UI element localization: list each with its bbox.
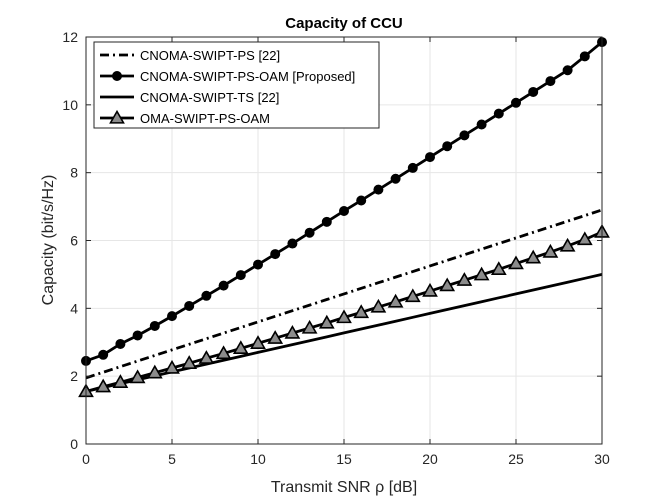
data-point: [356, 195, 367, 206]
data-point: [456, 272, 473, 286]
data-point: [301, 319, 318, 334]
data-point: [284, 324, 301, 339]
data-point: [425, 152, 435, 163]
data-point: [270, 249, 281, 260]
data-point: [336, 309, 352, 324]
data-point: [132, 330, 143, 341]
data-point: [201, 290, 212, 301]
data-point: [167, 311, 177, 322]
legend-label: CNOMA-SWIPT-TS [22]: [140, 90, 279, 105]
data-point: [164, 359, 180, 374]
legend-label: CNOMA-SWIPT-PS [22]: [140, 48, 280, 63]
data-point: [95, 378, 112, 393]
data-point: [353, 304, 370, 319]
data-point: [215, 345, 232, 360]
data-point: [542, 243, 559, 258]
data-point: [181, 355, 198, 369]
data-point: [232, 340, 249, 355]
data-point: [390, 173, 401, 184]
y-axis-label: Capacity (bit/s/Hz): [40, 175, 57, 306]
data-point: [198, 350, 215, 364]
data-point: [562, 65, 573, 76]
data-point: [129, 369, 146, 384]
y-tick-label: 2: [70, 368, 78, 384]
data-point: [442, 141, 453, 152]
data-point: [576, 231, 593, 246]
series-layer: [78, 37, 610, 398]
x-tick-label: 5: [168, 451, 176, 467]
data-point: [287, 238, 298, 249]
y-tick-label: 6: [70, 233, 78, 249]
legend-item: CNOMA-SWIPT-PS-OAM [Proposed]: [100, 69, 355, 84]
data-point: [422, 282, 438, 297]
data-point: [473, 266, 490, 281]
data-point: [545, 76, 556, 87]
y-tick-label: 8: [70, 165, 78, 181]
data-point: [250, 335, 266, 349]
data-point: [218, 280, 229, 291]
legend: CNOMA-SWIPT-PS [22] CNOMA-SWIPT-PS-OAM [P…: [93, 41, 380, 129]
data-point: [459, 130, 470, 141]
y-tick-label: 12: [62, 29, 78, 45]
legend-item: CNOMA-SWIPT-TS [22]: [100, 90, 279, 105]
data-point: [149, 320, 160, 331]
series-line: [85, 208, 603, 380]
data-point: [511, 97, 521, 108]
ticks: [85, 36, 603, 445]
y-tick-label: 0: [70, 436, 78, 452]
data-point: [439, 277, 456, 292]
data-point: [115, 338, 126, 349]
data-point: [253, 259, 263, 270]
data-point: [490, 261, 507, 276]
legend-item: CNOMA-SWIPT-PS [22]: [100, 48, 280, 63]
data-point: [235, 270, 246, 281]
x-tick-label: 25: [508, 451, 524, 467]
data-point: [559, 237, 576, 252]
data-point: [404, 288, 421, 303]
legend-label: CNOMA-SWIPT-PS-OAM [Proposed]: [140, 69, 355, 84]
series-cnoma-swipt-ps-oam-proposed: [81, 37, 607, 366]
data-point: [98, 349, 109, 360]
data-point: [508, 255, 524, 270]
y-tick-label: 4: [70, 300, 78, 316]
data-point: [407, 162, 418, 173]
data-point: [318, 314, 335, 329]
data-point: [112, 374, 129, 388]
data-point: [476, 119, 487, 130]
data-point: [528, 86, 539, 97]
legend-item: OMA-SWIPT-PS-OAM: [100, 109, 270, 126]
data-point: [493, 108, 504, 119]
data-point: [321, 216, 332, 227]
data-point: [370, 298, 387, 313]
data-point: [387, 293, 404, 308]
legend-label: OMA-SWIPT-PS-OAM: [140, 111, 270, 126]
data-point: [339, 205, 349, 216]
legend-marker: [109, 109, 125, 124]
series-oma-swipt-ps-oam: [78, 223, 610, 398]
data-point: [373, 184, 384, 195]
y-tick-label: 10: [62, 97, 78, 113]
legend-marker: [112, 71, 122, 81]
data-point: [304, 227, 315, 238]
chart-title: Capacity of CCU: [285, 15, 403, 32]
series-cnoma-swipt-ps-22: [85, 208, 603, 380]
data-point: [184, 300, 195, 311]
x-axis-label: Transmit SNR ρ [dB]: [271, 479, 417, 496]
data-point: [525, 249, 542, 264]
x-tick-label: 15: [336, 451, 352, 467]
x-tick-label: 30: [594, 451, 610, 467]
data-point: [579, 51, 590, 62]
x-tick-label: 10: [250, 451, 266, 467]
data-point: [146, 364, 163, 379]
tick-labels: 0 5 10 15 20 25 30 0 2 4 6 8 10 12: [62, 29, 610, 467]
x-tick-label: 20: [422, 451, 438, 467]
legend-box: [93, 41, 380, 129]
x-tick-label: 0: [82, 451, 90, 467]
data-point: [267, 330, 284, 344]
